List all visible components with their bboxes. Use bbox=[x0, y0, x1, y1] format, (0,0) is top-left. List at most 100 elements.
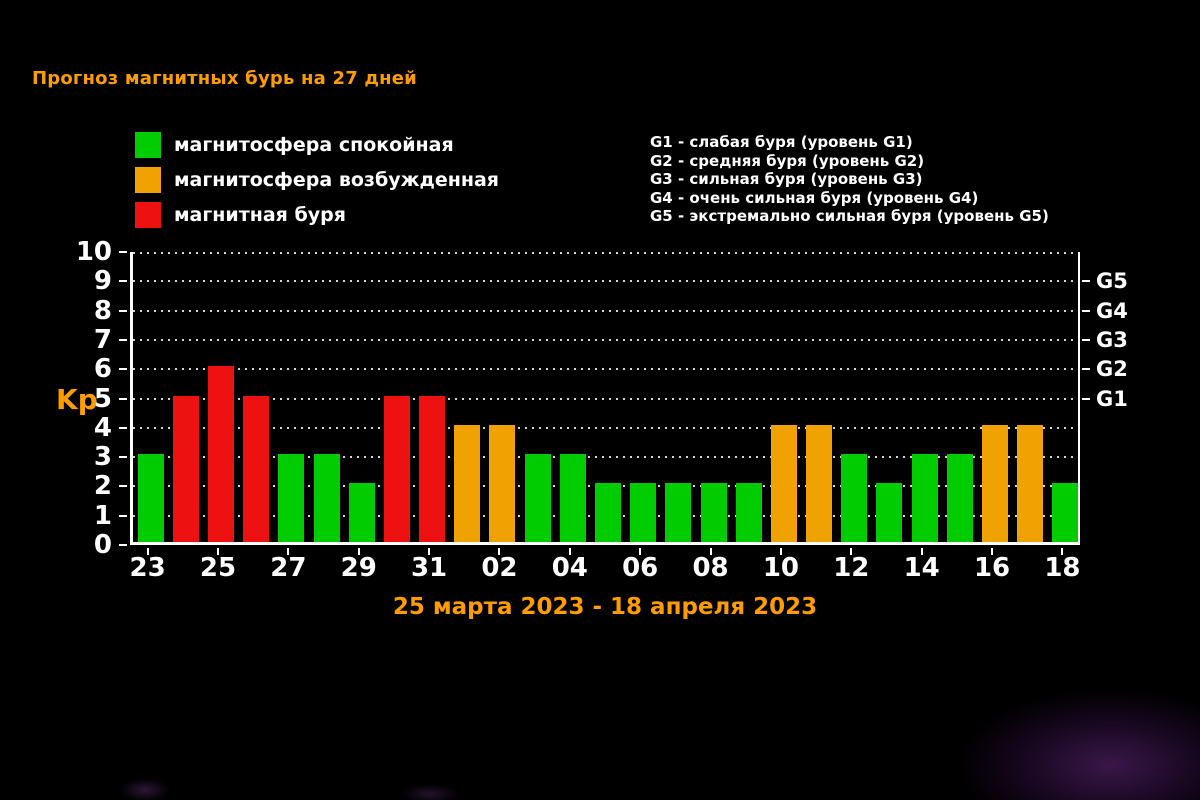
gridline bbox=[133, 280, 1078, 283]
right-tick-mark bbox=[1082, 338, 1090, 341]
bar-day-28 bbox=[313, 454, 340, 542]
storm-level-g5: G5 - экстремально сильная буря (уровень … bbox=[650, 207, 1049, 226]
date-range-caption: 25 марта 2023 - 18 апреля 2023 bbox=[392, 594, 818, 620]
bar-day-12 bbox=[841, 454, 868, 542]
gridline bbox=[133, 338, 1078, 341]
gridline bbox=[133, 397, 1078, 400]
y-tick-mark bbox=[119, 544, 127, 546]
x-tick-mark bbox=[216, 548, 219, 555]
x-tick-label: 25 bbox=[199, 553, 237, 583]
bar-day-14 bbox=[911, 454, 938, 542]
x-tick-mark bbox=[568, 548, 571, 555]
y-tick-mark bbox=[119, 309, 127, 312]
y-tick-label: 8 bbox=[93, 295, 112, 326]
bar-day-10 bbox=[770, 424, 797, 542]
y-tick-label: 9 bbox=[93, 266, 112, 297]
bar-day-05 bbox=[595, 483, 621, 542]
x-tick-label: 14 bbox=[903, 553, 940, 583]
y-tick-mark bbox=[119, 397, 127, 400]
right-tick-mark bbox=[1082, 309, 1090, 312]
right-tick-mark bbox=[1082, 368, 1090, 371]
y-tick-label: 0 bbox=[93, 530, 112, 560]
gridline bbox=[133, 426, 1078, 429]
right-axis-label-g2: G2 bbox=[1096, 357, 1128, 382]
bar-day-15 bbox=[946, 454, 973, 542]
storm-level-g4: G4 - очень сильная буря (уровень G4) bbox=[650, 188, 979, 207]
x-tick-mark bbox=[146, 548, 149, 555]
x-tick-label: 02 bbox=[481, 553, 518, 583]
bar-day-29 bbox=[348, 483, 375, 542]
y-axis-label: Kp bbox=[56, 383, 98, 416]
x-tick-mark bbox=[779, 548, 782, 555]
legend-item-label: магнитосфера спокойная bbox=[174, 134, 454, 156]
x-tick-label: 12 bbox=[833, 553, 870, 583]
bar-day-11 bbox=[806, 424, 833, 542]
y-tick-label: 5 bbox=[93, 383, 112, 414]
gridline bbox=[133, 368, 1078, 371]
storm-level-g2: G2 - средняя буря (уровень G2) bbox=[650, 151, 925, 170]
x-tick-label: 27 bbox=[270, 553, 307, 583]
x-tick-label: 06 bbox=[622, 553, 659, 583]
storm-level-descriptions: G1 - слабая буря (уровень G1) G2 - средн… bbox=[650, 133, 1049, 226]
bar-day-01 bbox=[454, 424, 481, 542]
right-axis-label-g5: G5 bbox=[1096, 269, 1128, 294]
storm-level-g1: G1 - слабая буря (уровень G1) bbox=[650, 133, 913, 151]
bar-day-08 bbox=[700, 483, 727, 542]
gridline bbox=[133, 252, 1078, 254]
bar-day-31 bbox=[419, 395, 446, 542]
y-tick-mark bbox=[119, 426, 127, 429]
y-tick-label: 7 bbox=[93, 324, 112, 355]
bar-day-25 bbox=[207, 366, 234, 542]
y-tick-mark bbox=[119, 514, 127, 517]
gridline bbox=[133, 456, 1078, 459]
bar-day-30 bbox=[383, 395, 410, 542]
bar-day-06 bbox=[630, 483, 657, 542]
bar-day-02 bbox=[489, 424, 516, 542]
bar-day-23 bbox=[137, 454, 164, 542]
bar-day-18 bbox=[1052, 483, 1079, 542]
legend: магнитосфера спокойная магнитосфера возб… bbox=[135, 132, 499, 237]
y-tick-label: 4 bbox=[93, 412, 112, 443]
x-tick-mark bbox=[920, 548, 923, 555]
x-tick-mark bbox=[498, 548, 501, 555]
bar-day-26 bbox=[243, 395, 270, 542]
y-tick-label: 2 bbox=[93, 471, 112, 502]
x-tick-label: 08 bbox=[692, 553, 729, 583]
bar-day-09 bbox=[735, 483, 762, 542]
right-axis-label-g1: G1 bbox=[1096, 386, 1128, 411]
y-tick-mark bbox=[119, 338, 127, 341]
x-tick-mark bbox=[357, 548, 360, 555]
bar-day-13 bbox=[876, 483, 903, 542]
bar-day-27 bbox=[278, 454, 305, 542]
y-tick-mark bbox=[119, 456, 127, 459]
legend-item-storm: магнитная буря bbox=[135, 202, 499, 228]
storm-color-swatch bbox=[135, 202, 161, 228]
bar-day-24 bbox=[172, 395, 199, 542]
excited-color-swatch bbox=[135, 167, 161, 193]
x-tick-mark bbox=[991, 548, 994, 555]
right-axis-label-g3: G3 bbox=[1096, 327, 1128, 352]
x-tick-label: 23 bbox=[129, 553, 166, 583]
quiet-color-swatch bbox=[135, 132, 161, 158]
y-tick-label: 10 bbox=[75, 237, 112, 267]
x-tick-label: 29 bbox=[340, 553, 377, 583]
right-axis-label-g4: G4 bbox=[1096, 298, 1128, 323]
y-tick-label: 6 bbox=[93, 354, 112, 385]
bar-day-16 bbox=[982, 424, 1009, 542]
y-tick-mark bbox=[119, 280, 127, 283]
x-tick-label: 10 bbox=[762, 553, 800, 583]
y-tick-mark bbox=[119, 485, 127, 488]
page-title: Прогноз магнитных бурь на 27 дней bbox=[32, 68, 417, 89]
x-tick-mark bbox=[1061, 548, 1064, 555]
x-tick-mark bbox=[709, 548, 712, 555]
x-tick-label: 16 bbox=[973, 553, 1011, 583]
x-tick-mark bbox=[850, 548, 853, 555]
plot-area bbox=[130, 252, 1080, 545]
x-tick-mark bbox=[428, 548, 431, 555]
y-tick-mark bbox=[119, 251, 127, 253]
legend-item-quiet: магнитосфера спокойная bbox=[135, 132, 499, 158]
bar-day-07 bbox=[665, 483, 692, 542]
right-tick-mark bbox=[1082, 280, 1090, 283]
